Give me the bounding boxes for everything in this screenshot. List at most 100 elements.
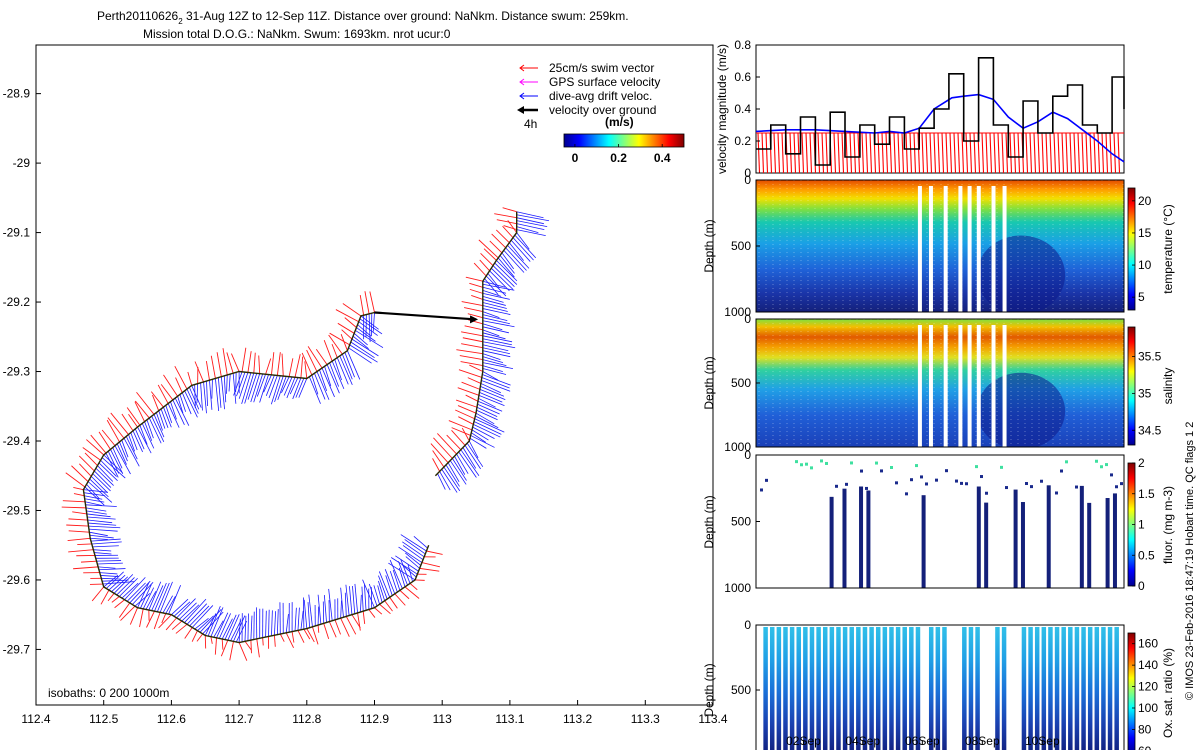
drift-vector [160,408,169,428]
drift-vector [482,320,515,328]
drift-vector [476,406,498,417]
swim-speed-bar [1085,132,1089,174]
drift-vector [156,412,163,431]
swim-vector [297,630,305,643]
drift-vector [378,575,388,600]
swim-speed-bar [933,132,937,174]
drift-vector [358,321,378,336]
drift-vector [223,375,227,403]
swim-vector [191,630,198,642]
drift-vector [141,423,155,449]
drift-vector [87,516,116,520]
swim-vector [153,612,161,630]
drift-vector [230,620,242,641]
swim-vector [341,329,353,340]
swim-speed-bar [773,132,777,174]
drift-vector [88,528,118,532]
swim-vector [139,608,144,628]
drift-vector [395,555,419,572]
drift-vector [174,397,190,426]
fluor-point [880,469,883,473]
fluorescence-section-panel: 0 500 1000 Depth (m) 0 0.5 1 1.5 2 fluor. (mg m-3… [702,448,1175,595]
section-ylabel: Depth (m) [702,663,716,716]
drift-vector [405,556,420,569]
drift-vector [162,595,173,614]
drift-vector [181,392,192,415]
swim-speed-bar [1061,132,1065,174]
swim-vector [455,409,475,420]
drift-vector [482,353,501,361]
fluor-point [1040,479,1043,483]
swim-speed-bar [1017,132,1021,174]
swim-speed-bar [849,132,853,174]
swim-vector [464,307,483,313]
fluor-point [865,486,868,490]
fluor-dive-column [984,502,989,588]
swim-vector [187,371,193,386]
fluor-point [765,478,768,482]
swim-vector [82,447,101,461]
drift-vector [228,374,231,392]
fluor-point [945,469,948,473]
swim-speed-bar [1105,132,1109,174]
swim-vector [150,391,164,408]
drift-vector [186,603,208,625]
colorbar-tick-label: 120 [1138,680,1158,694]
drift-vector [277,376,287,401]
swim-speed-bar [941,132,945,174]
colorbar-label: salinity [1161,368,1175,405]
swim-vector [230,353,240,372]
drift-vector [480,383,501,394]
section-y-tick-label: 500 [731,376,751,390]
drift-vector [165,405,173,423]
drift-vector [103,454,123,474]
oxygen-dive-column [829,627,835,750]
drift-vector [209,380,213,410]
drift-vector [281,376,290,394]
drift-vector [497,257,515,278]
drift-vector [259,374,269,403]
drift-vector [482,359,507,367]
drift-vector [398,561,408,586]
velocity-y-tick-label: 0.8 [734,38,751,52]
drift-vector [460,449,480,476]
drift-vector [508,242,524,261]
swim-vector [351,614,361,629]
swim-vector [165,617,177,631]
map-y-tick-label: -29.1 [3,226,31,240]
swim-speed-bar [893,132,897,174]
fluor-point [1075,485,1078,489]
drift-vector [345,584,350,616]
temperature-section-panel: 0 500 1000 Depth (m) 5 10 15 20 temperature (°C) [702,173,1175,319]
swim-speed-bar [965,132,969,174]
swim-vector [483,248,497,261]
swim-vector [467,377,482,384]
fluor-dive-column [1112,493,1117,588]
swim-vector [78,455,95,472]
fluor-point [965,482,968,486]
oxygen-dive-column [1034,627,1040,750]
swim-vector [279,633,285,642]
swim-speed-bar [1009,132,1013,174]
drift-vector [458,451,477,478]
map-y-ticks: -28.9 -29 -29.1 -29.2 -29.3 -29.4 -29.5 -29.6 -2… [3,87,41,656]
data-gap [967,186,972,312]
colorbar-tick-label: 2 [1138,456,1145,470]
swim-speed-bar [909,132,913,174]
speed-colorbar-tick-label: 0.4 [654,151,671,165]
swim-vector [478,239,499,259]
swim-vector [175,377,183,393]
swim-vector [120,605,136,621]
swim-speed-bar [1065,132,1069,174]
drift-vector [344,592,347,617]
drift-vector [100,575,119,577]
fluor-dive-column [921,495,926,588]
swim-vector [216,352,222,377]
drift-vector [398,546,423,563]
title-line-1: Perth201106262 31-Aug 12Z to 12-Sep 11Z.… [97,9,629,26]
data-gap [976,186,981,312]
drift-vector [482,317,510,325]
drift-vector [307,602,311,628]
swim-vector [73,566,99,570]
oxygen-section-plot [756,625,1124,750]
